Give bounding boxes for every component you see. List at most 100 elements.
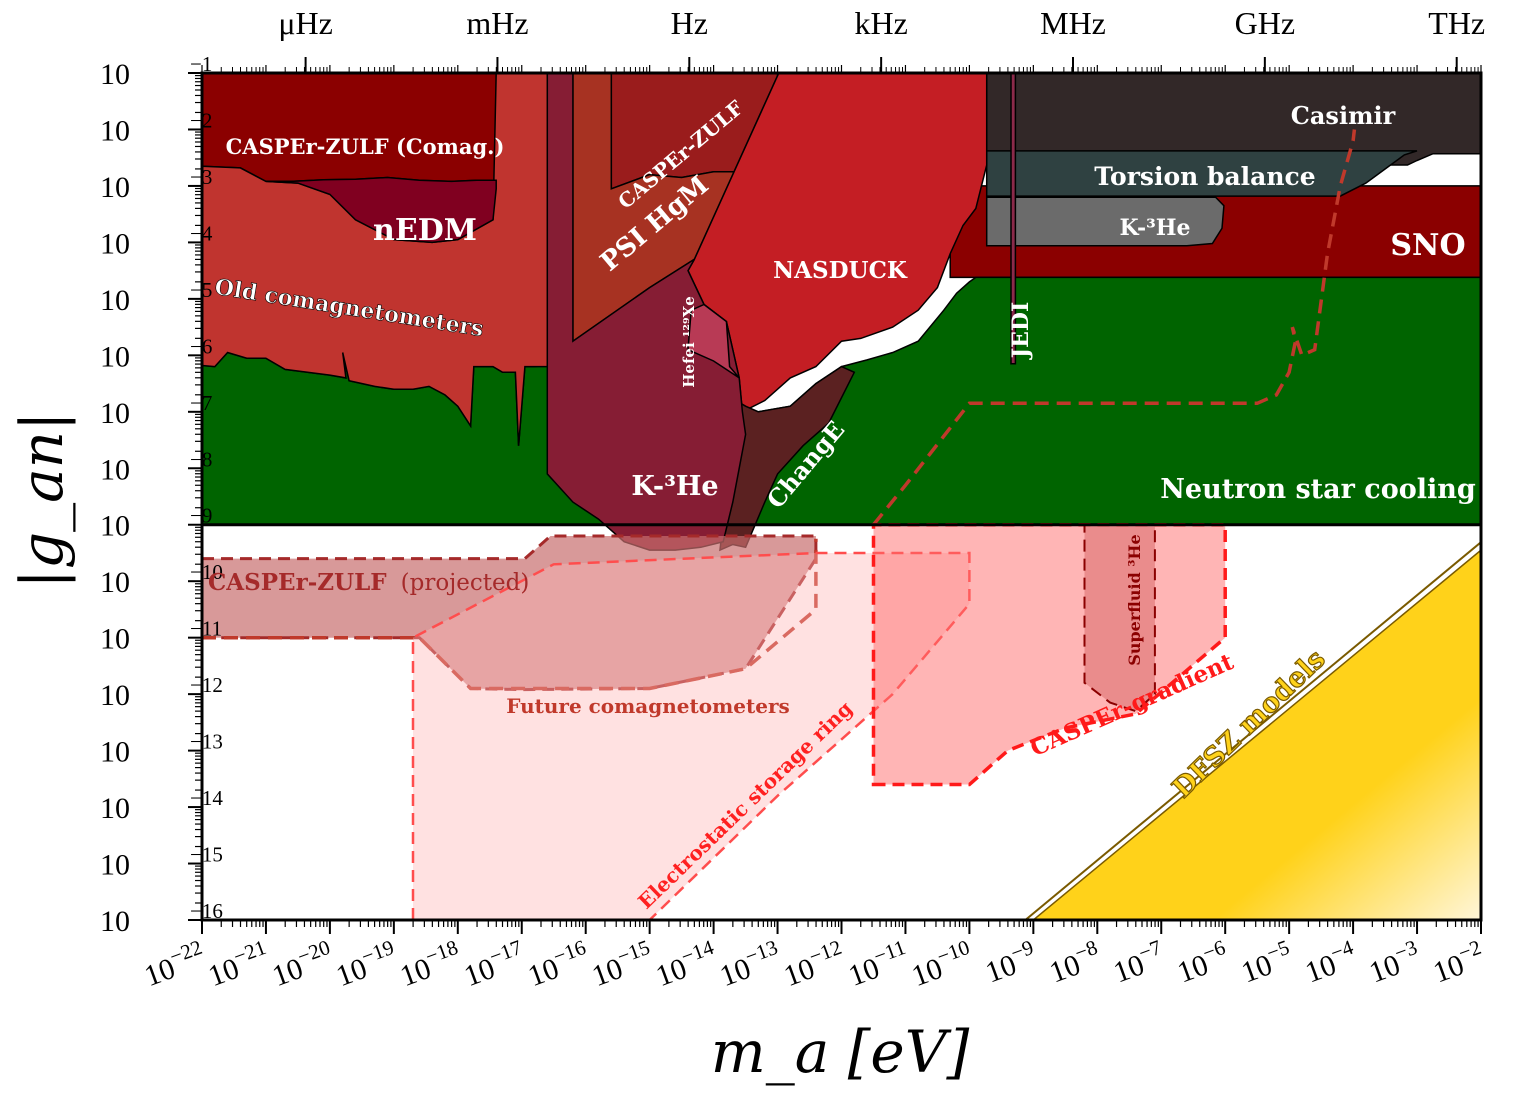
y-tick-label: 10 −3 [100,165,212,204]
y-tick-exp: −10 [190,560,223,584]
label-hefei-xe: Hefei ¹²⁹Xe [680,296,698,388]
label-caspe-zulf-projected: CASPEr-ZULF (projected) [208,569,529,596]
label-sno: SNO [1390,228,1465,263]
frequency-label: GHz [1235,5,1295,41]
x-tick-label: 10−2 [1427,935,1490,990]
label-future-comagnetometers: Future comagnetometers [506,694,790,718]
x-tick-exp: −19 [358,935,397,969]
y-tick-label: 10 −14 [100,786,223,825]
y-tick-exp: −12 [190,673,223,697]
y-tick-exp: −6 [190,334,212,358]
y-tick-label: 10 −8 [100,447,212,486]
x-tick-label: 10−16 [522,935,594,993]
y-tick-label: 10 −16 [100,899,223,938]
x-tick-label: 10−9 [979,935,1042,990]
frequency-label: Hz [671,5,708,41]
region-dfsz-models [1032,549,1481,920]
region-torsion-balance [985,150,1418,197]
y-tick-label: 10 −1 [100,52,212,91]
y-tick-base: 10 [100,736,130,769]
x-tick-exp: −16 [550,935,589,969]
label-caspe-zulf-projected-suffix: (projected) [401,570,530,596]
y-tick-base: 10 [100,566,130,599]
label-caspe-zulf-comag: CASPEr-ZULF (Comag.) [226,134,505,159]
y-tick-base: 10 [100,340,130,373]
x-tick-label: 10−22 [138,935,210,993]
y-tick-exp: −7 [190,391,212,415]
y-tick-base: 10 [100,397,130,430]
y-tick-base: 10 [100,227,130,260]
x-tick-label: 10−21 [202,935,274,993]
y-tick-exp: −15 [190,843,223,867]
y-tick-exp: −8 [190,447,212,471]
y-tick-base: 10 [100,171,130,204]
y-tick-base: 10 [100,905,130,938]
region-k-3he-ghz- [985,196,1225,247]
y-tick-exp: −13 [190,730,223,754]
y-tick-label: 10 −13 [100,730,223,769]
x-tick-exp: −21 [230,935,269,969]
y-tick-base: 10 [100,510,130,543]
label-k3he-ghz: K-³He [1119,215,1190,241]
region-dfsz-models-edge [1024,541,1481,920]
label-nedm: nEDM [373,213,477,248]
region-hefei-129xe [687,303,740,379]
y-tick-label: 10 −12 [100,673,223,712]
x-tick-label: 10−10 [905,935,977,993]
x-tick-exp: −13 [742,935,781,969]
label-torsion-balance: Torsion balance [1094,162,1315,191]
y-tick-base: 10 [100,284,130,317]
y-axis-title: |g_an| [8,411,76,588]
ticks-layer [188,57,1482,934]
y-tick-exp: −4 [190,221,213,245]
y-tick-base: 10 [100,114,130,147]
y-tick-base: 10 [100,792,130,825]
x-tick-exp: −10 [934,935,973,969]
label-neutron-star: Neutron star cooling [1160,474,1476,505]
x-tick-label: 10−4 [1299,935,1362,990]
frequency-label: μHz [278,5,332,41]
x-tick-label: 10−14 [650,935,723,993]
x-tick-label: 10−6 [1171,935,1234,990]
y-tick-exp: −9 [190,504,212,528]
region-k-3he-hz- [546,73,747,551]
y-tick-label: 10 −5 [100,278,212,317]
x-tick-exp: −22 [166,935,205,969]
y-tick-exp: −2 [190,108,212,132]
label-nasduck: NASDUCK [773,257,908,284]
x-tick-exp: −18 [422,935,461,969]
y-tick-exp: −11 [190,617,222,641]
x-tick-label: 10−20 [266,935,338,993]
y-tick-exp: −3 [190,165,212,189]
x-tick-exp: −15 [614,935,653,969]
y-tick-label: 10 −2 [100,108,212,147]
y-tick-exp: −14 [190,786,223,810]
x-tick-label: 10−11 [842,935,914,993]
y-tick-base: 10 [100,58,130,91]
x-tick-label: 10−3 [1363,935,1426,990]
frequency-label: THz [1428,5,1485,41]
x-axis-title: m_a [eV] [711,1018,970,1086]
y-tick-exp: −1 [190,52,212,76]
y-tick-label: 10 −11 [100,617,222,656]
x-tick-exp: −12 [806,935,845,969]
label-caspe-zulf-projected-name: CASPEr-ZULF [208,569,387,596]
label-superfluid-3he: Superfluid ³He [1125,534,1144,665]
region-casper-zulf-comag- [202,73,497,183]
label-k3he-hz: K-³He [631,471,718,502]
y-tick-label: 10 −4 [100,221,213,260]
x-tick-label: 10−5 [1235,935,1298,990]
y-tick-exp: −5 [190,278,212,302]
regions-layer [202,73,1481,920]
region-future-comagnetometers [202,538,818,691]
x-tick-exp: −17 [486,935,525,969]
label-jedi: JEDI [1008,302,1034,361]
x-tick-label: 10−19 [330,935,402,993]
y-tick-base: 10 [100,453,130,486]
region-jedi [1010,73,1017,365]
y-tick-label: 10 −9 [100,504,212,543]
frequency-label: mHz [466,5,528,41]
x-tick-exp: −11 [870,935,908,969]
x-tick-label: 10−8 [1043,935,1106,990]
frequency-label: MHz [1040,5,1106,41]
